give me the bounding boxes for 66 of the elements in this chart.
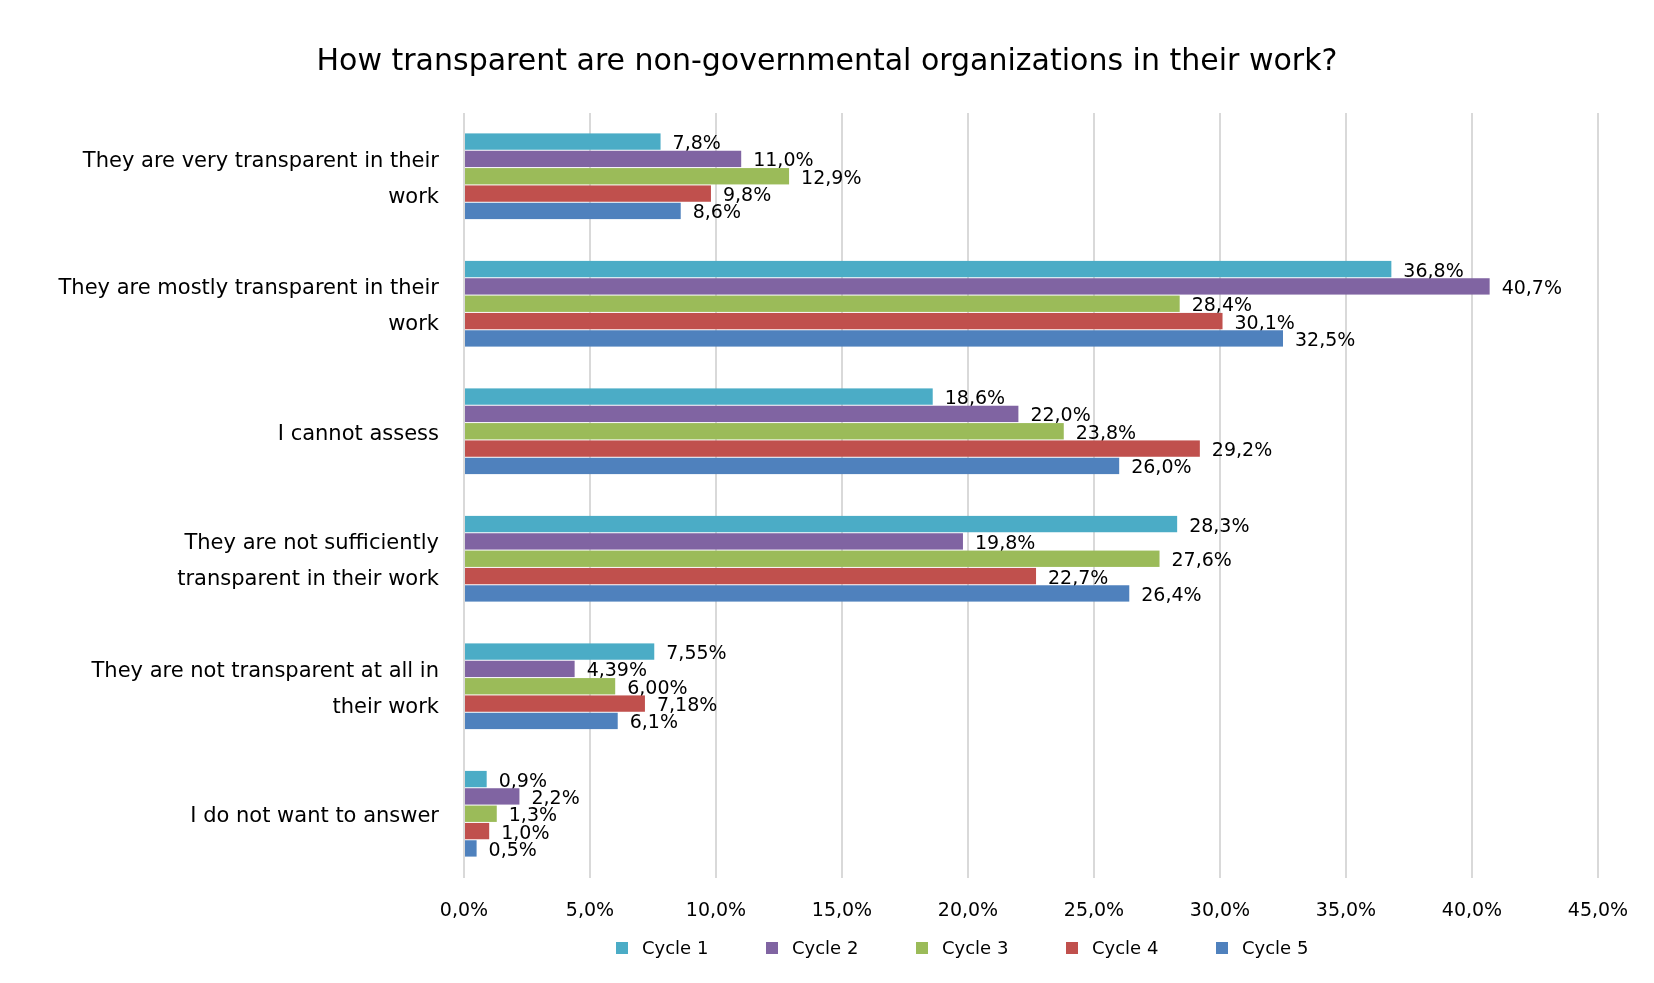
x-tick-label: 45,0% [1567, 898, 1629, 920]
bar [464, 567, 1037, 585]
y-tick-label: They are not transparent at all in their work [90, 657, 440, 718]
data-label: 28,3% [1189, 513, 1250, 536]
legend-label: Cycle 2 [792, 937, 859, 958]
data-label: 29,2% [1211, 438, 1273, 461]
bar [464, 533, 963, 550]
legend-label: Cycle 4 [1092, 937, 1159, 958]
x-tick-label: 15,0% [811, 898, 873, 920]
data-label: 32,5% [1295, 327, 1356, 350]
bar [464, 405, 1019, 423]
bar [464, 585, 1130, 602]
data-label: 22,7% [1048, 565, 1109, 588]
bar [464, 515, 1178, 533]
y-tick-label: They are mostly transparent in their work [57, 275, 440, 336]
x-tick-label: 20,0% [937, 898, 999, 920]
bar [464, 295, 1180, 312]
y-tick-label: I cannot assess [277, 420, 439, 445]
legend-label: Cycle 3 [942, 937, 1009, 958]
x-tick-label: 5,0% [565, 898, 615, 920]
data-label: 36,8% [1403, 258, 1464, 281]
bar [464, 660, 575, 678]
x-tick-label: 0,0% [439, 898, 489, 920]
bar [464, 133, 661, 150]
bar [464, 805, 497, 822]
chart-title: How transparent are non-governmental organizations in their work? [316, 42, 1338, 77]
bar [464, 822, 490, 840]
data-label: 0,9% [498, 768, 547, 791]
data-label: 9,8% [722, 183, 772, 206]
data-label: 7,8% [672, 131, 721, 154]
data-label: 19,8% [974, 530, 1036, 553]
bar [464, 278, 1490, 295]
bar [464, 550, 1160, 567]
data-label: 18,6% [944, 386, 1006, 409]
data-label: 26,0% [1131, 455, 1192, 478]
bar [464, 712, 618, 730]
bar [464, 788, 520, 805]
bar [464, 457, 1120, 475]
bar [464, 202, 681, 220]
x-tick-label: 35,0% [1315, 898, 1377, 920]
x-tick-label: 25,0% [1063, 898, 1125, 920]
y-tick-label: They are very transparent in their work [81, 147, 440, 208]
bar [464, 260, 1392, 278]
x-tick-label: 40,0% [1441, 898, 1503, 920]
data-label: 40,7% [1501, 275, 1562, 298]
bar [464, 678, 616, 695]
bar [464, 330, 1283, 347]
y-tick-label: They are not sufficiently transparent in their work [177, 530, 440, 591]
bar [464, 185, 711, 202]
x-tick-label: 10,0% [685, 898, 747, 920]
bar [464, 423, 1064, 440]
data-label: 7,55% [666, 641, 727, 664]
bar [464, 388, 933, 405]
bar [464, 312, 1223, 330]
y-tick-label: I do not want to answer [190, 803, 440, 828]
bar [464, 643, 655, 660]
bar [464, 840, 477, 857]
bar [464, 440, 1200, 457]
legend-label: Cycle 1 [642, 937, 709, 958]
bar [464, 150, 742, 168]
x-tick-label: 30,0% [1189, 898, 1251, 920]
legend-label: Cycle 5 [1242, 937, 1309, 958]
bar [464, 770, 487, 788]
data-label: 26,4% [1141, 582, 1202, 605]
data-label: 27,6% [1171, 548, 1232, 571]
bar [464, 168, 790, 185]
